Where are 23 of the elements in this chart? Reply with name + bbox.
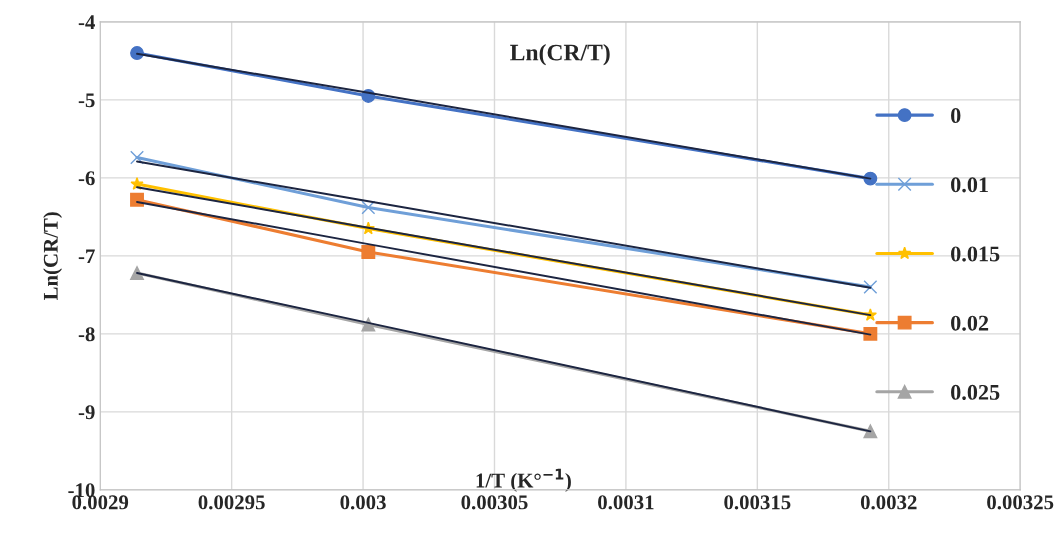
y-tick-label: -7 (78, 249, 95, 264)
y-tick-label: -5 (78, 93, 95, 108)
y-tick-label: -8 (78, 327, 95, 342)
y-axis-title: Ln(CR/T) (43, 212, 63, 301)
legend-label: 0.015 (951, 246, 1000, 262)
x-tick-label: 0.003 (340, 495, 386, 510)
y-tick-label: -6 (78, 171, 95, 186)
y-tick-label: -4 (78, 15, 95, 30)
x-tick-label: 0.00305 (461, 495, 528, 510)
x-axis-title: 1/T (K°$^{−1}$) (476, 468, 571, 492)
legend-label: 0.02 (951, 315, 989, 331)
legend-label: 0.01 (951, 177, 988, 193)
legend-label: 0 (951, 108, 961, 124)
x-tick-label: 0.00325 (987, 495, 1054, 510)
y-tick-label: -9 (78, 405, 95, 420)
x-tick-label: 0.0031 (598, 495, 654, 510)
legend-label: 0.025 (951, 384, 1000, 400)
x-tick-label: 0.00315 (724, 495, 791, 510)
text: Ln(CR/T) (510, 43, 610, 66)
x-tick-label: 0.0029 (72, 495, 129, 510)
x-tick-label: 0.00295 (198, 495, 265, 510)
y-tick-label: -10 (68, 483, 95, 498)
x-tick-label: 0.0032 (860, 495, 917, 510)
